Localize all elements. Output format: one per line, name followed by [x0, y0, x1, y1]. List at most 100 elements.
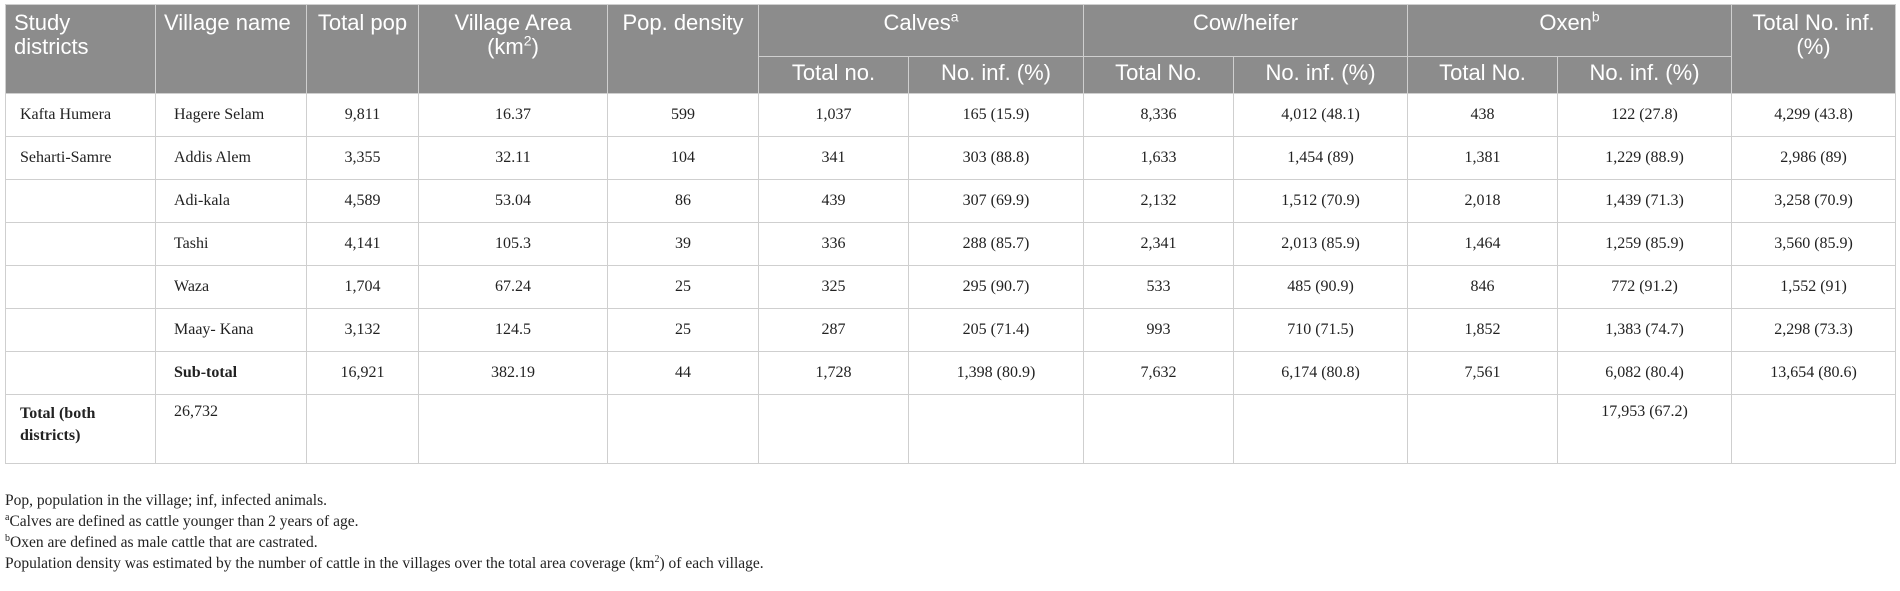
cell-cow-total: 993: [1083, 308, 1235, 352]
cell-density: 25: [607, 265, 759, 309]
cell-cow-total: 7,632: [1083, 351, 1235, 395]
cell-calves-total: 439: [758, 179, 909, 223]
header-cow-total: Total No.: [1083, 56, 1235, 94]
cell-oxen-inf: 1,229 (88.9): [1557, 136, 1733, 180]
cell-oxen-total: 1,852: [1407, 308, 1559, 352]
cell-cow-inf: 6,174 (80.8): [1233, 351, 1409, 395]
cell-oxen-inf: 772 (91.2): [1557, 265, 1733, 309]
header-village-area: Village Area (km2): [418, 4, 608, 94]
cell-calves-inf: 1,398 (80.9): [907, 351, 1085, 395]
cell-cow-total: 1,633: [1083, 136, 1235, 180]
cell-calves-inf: 288 (85.7): [907, 222, 1085, 266]
data-table: Study districts Village name Total pop V…: [5, 4, 1897, 464]
cell-cow-inf: 1,512 (70.9): [1233, 179, 1409, 223]
cell-cow-inf: 2,013 (85.9): [1233, 222, 1409, 266]
cell-village: Hagere Selam: [155, 93, 307, 137]
cell-oxen-total: 438: [1407, 93, 1559, 137]
cell-calves-total: 287: [758, 308, 909, 352]
cell-cow-inf: 485 (90.9): [1233, 265, 1409, 309]
cell-pop: 16,921: [306, 351, 419, 395]
cell-village: Adi-kala: [155, 179, 307, 223]
footnote-a: aCalves are defined as cattle younger th…: [5, 511, 359, 530]
cell-calves-inf: 307 (69.9): [907, 179, 1085, 223]
total-pop: 26,732: [155, 394, 307, 464]
total-row: Total (both districts) 26,732 17,953 (67…: [5, 394, 1897, 464]
cell-village: Tashi: [155, 222, 307, 266]
cell-village: Maay- Kana: [155, 308, 307, 352]
cell-total-inf: 1,552 (91): [1731, 265, 1897, 309]
cell-density: 25: [607, 308, 759, 352]
cell-pop: 9,811: [306, 93, 419, 137]
cell-district: Kafta Humera: [5, 93, 156, 137]
cell-cow-total: 2,341: [1083, 222, 1235, 266]
header-cow-heifer: Cow/heifer: [1083, 4, 1409, 57]
cell-calves-inf: 165 (15.9): [907, 93, 1085, 137]
cell-pop: 3,132: [306, 308, 419, 352]
cell-district: Seharti-Samre: [5, 136, 156, 180]
cell-calves-inf: 303 (88.8): [907, 136, 1085, 180]
cell-area: 105.3: [418, 222, 608, 266]
header-total-pop: Total pop: [306, 4, 419, 94]
total-oxen-inf: 17,953 (67.2): [1557, 394, 1733, 464]
header-oxen-total: Total No.: [1407, 56, 1559, 94]
cell-cow-total: 2,132: [1083, 179, 1235, 223]
cell-area: 382.19: [418, 351, 608, 395]
cell-oxen-inf: 1,439 (71.3): [1557, 179, 1733, 223]
cell-total-inf: 4,299 (43.8): [1731, 93, 1897, 137]
cell-total-inf: 3,560 (85.9): [1731, 222, 1897, 266]
cell-total-inf: 13,654 (80.6): [1731, 351, 1897, 395]
table-row: Maay- Kana 3,132 124.5 25 287 205 (71.4) 993 71…: [5, 308, 1897, 352]
footnote-density: Population density was estimated by the …: [5, 553, 764, 572]
table-row: Adi-kala 4,589 53.04 86 439 307 (69.9) 2,132 1,…: [5, 179, 1897, 223]
cell-oxen-total: 1,464: [1407, 222, 1559, 266]
cell-village: Addis Alem: [155, 136, 307, 180]
cell-district: [5, 308, 156, 352]
table-row: Kafta Humera Hagere Selam 9,811 16.37 599 1,0…: [5, 93, 1897, 137]
cell-area: 124.5: [418, 308, 608, 352]
table-row: Waza 1,704 67.24 25 325 295 (90.7) 533 485 (90.…: [5, 265, 1897, 309]
cell-area: 53.04: [418, 179, 608, 223]
cell-density: 86: [607, 179, 759, 223]
cell-oxen-total: 7,561: [1407, 351, 1559, 395]
header-calves-inf: No. inf. (%): [907, 56, 1085, 94]
table-row: Seharti-Samre Addis Alem 3,355 32.11 104 341 3…: [5, 136, 1897, 180]
cell-cow-total: 533: [1083, 265, 1235, 309]
table-footnotes: Pop, population in the village; inf, inf…: [5, 490, 1885, 574]
cell-density: 599: [607, 93, 759, 137]
header-pop-density: Pop. density: [607, 4, 759, 94]
cell-oxen-total: 2,018: [1407, 179, 1559, 223]
cell-district: [5, 179, 156, 223]
cell-oxen-inf: 1,383 (74.7): [1557, 308, 1733, 352]
cell-cow-total: 8,336: [1083, 93, 1235, 137]
header-oxen: Oxenb: [1407, 4, 1733, 57]
cell-total-inf: 2,986 (89): [1731, 136, 1897, 180]
footnote-b: bOxen are defined as male cattle that ar…: [5, 532, 318, 551]
cell-density: 104: [607, 136, 759, 180]
data-table-container: Study districts Village name Total pop V…: [5, 4, 1897, 464]
cell-pop: 3,355: [306, 136, 419, 180]
total-label: Total (both districts): [5, 394, 156, 464]
cell-calves-total: 1,037: [758, 93, 909, 137]
cell-density: 39: [607, 222, 759, 266]
cell-cow-inf: 4,012 (48.1): [1233, 93, 1409, 137]
cell-calves-inf: 295 (90.7): [907, 265, 1085, 309]
header-cow-inf: No. inf. (%): [1233, 56, 1409, 94]
cell-village: Waza: [155, 265, 307, 309]
cell-area: 16.37: [418, 93, 608, 137]
cell-village: Sub-total: [155, 351, 307, 395]
cell-area: 67.24: [418, 265, 608, 309]
cell-oxen-inf: 1,259 (85.9): [1557, 222, 1733, 266]
header-calves-total: Total no.: [758, 56, 909, 94]
cell-calves-total: 336: [758, 222, 909, 266]
table-row: Tashi 4,141 105.3 39 336 288 (85.7) 2,341 2,013…: [5, 222, 1897, 266]
cell-cow-inf: 710 (71.5): [1233, 308, 1409, 352]
cell-oxen-total: 1,381: [1407, 136, 1559, 180]
cell-pop: 4,141: [306, 222, 419, 266]
cell-oxen-total: 846: [1407, 265, 1559, 309]
header-study-districts: Study districts: [5, 4, 156, 94]
cell-total-inf: 2,298 (73.3): [1731, 308, 1897, 352]
header-oxen-inf: No. inf. (%): [1557, 56, 1733, 94]
cell-cow-inf: 1,454 (89): [1233, 136, 1409, 180]
cell-calves-total: 325: [758, 265, 909, 309]
cell-pop: 1,704: [306, 265, 419, 309]
